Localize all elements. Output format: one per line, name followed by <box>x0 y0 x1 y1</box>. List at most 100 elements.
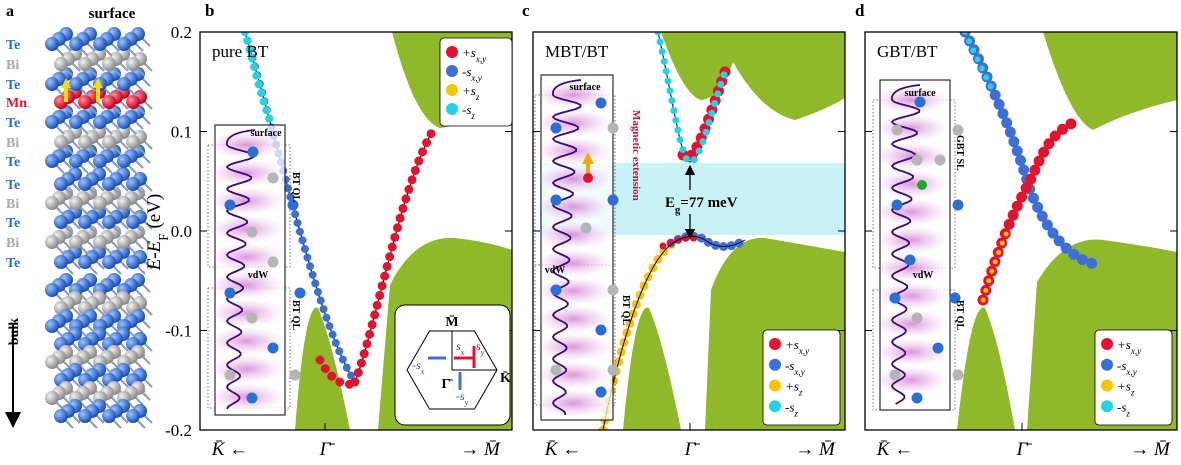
legend-label: +sz <box>1117 379 1135 398</box>
text-part: -s <box>1117 358 1126 373</box>
atom <box>952 199 964 211</box>
atom <box>911 154 923 166</box>
density-blob <box>208 355 285 383</box>
text-part: -s <box>1117 399 1126 414</box>
atom <box>607 364 619 376</box>
atom <box>45 283 59 297</box>
density-blob <box>873 310 950 338</box>
panel-label: d <box>855 1 865 20</box>
atom <box>934 154 946 166</box>
legend-marker <box>446 84 458 96</box>
atom <box>45 235 59 249</box>
layer-label: Te <box>6 178 20 193</box>
atom <box>224 199 236 211</box>
panel-b: surface BT QL vdW BT QL K̄ ← Γ̄ → M̄ b pure BT +s… <box>199 1 513 460</box>
legend-marker <box>1101 379 1113 392</box>
atom <box>45 154 59 168</box>
atom <box>45 319 59 333</box>
density-blob <box>533 221 613 249</box>
density-blob <box>533 137 613 165</box>
atom <box>550 122 562 134</box>
bz-label: M̄ <box>445 315 458 330</box>
gap-label: Eg=77 meV <box>665 195 738 216</box>
atom <box>294 287 306 299</box>
panel-title: MBT/BT <box>545 42 609 61</box>
text-part: x,y <box>798 346 810 356</box>
atom <box>126 95 140 109</box>
text-part: x,y <box>470 73 482 83</box>
legend-marker <box>769 379 781 392</box>
atom <box>550 364 562 376</box>
panel-c: surface vdW BT QL Magnetic extension Eg=77 m… <box>522 1 846 460</box>
atom <box>287 199 299 211</box>
spin-dots <box>350 127 437 387</box>
density-blob <box>208 215 285 243</box>
text-part: z <box>1130 388 1135 398</box>
atom <box>69 154 83 168</box>
spin-arrow <box>96 86 100 102</box>
text-part: x,y <box>1125 367 1137 377</box>
bulk-conduction <box>1043 32 1177 130</box>
density-profile <box>551 79 582 415</box>
density-blob <box>533 305 613 333</box>
atom <box>69 196 83 210</box>
atom <box>102 255 116 269</box>
atom <box>78 95 92 109</box>
atom <box>54 409 68 423</box>
inset-label: vdW <box>545 265 566 276</box>
bulk-valence <box>623 307 681 430</box>
atom <box>54 255 68 269</box>
layer-label: Te <box>6 78 20 93</box>
atom <box>224 287 236 299</box>
density-blob <box>533 333 613 361</box>
atom <box>952 369 964 381</box>
atom <box>267 342 279 354</box>
density-blob <box>873 282 950 310</box>
spin-dots <box>241 32 274 124</box>
text-part: x,y <box>793 367 805 377</box>
panel-d: surface GBT SL vdW BT QL K̄ ← Γ̄ → M̄ d GBT/BT +s… <box>855 1 1178 460</box>
text-part: (eV) <box>144 194 165 234</box>
spin-dots <box>980 229 1010 303</box>
text-part: s <box>456 339 461 353</box>
atom <box>45 77 59 91</box>
atom <box>949 292 961 304</box>
spin-label: -sy <box>456 389 469 407</box>
text-part: x <box>460 348 465 357</box>
atom <box>54 135 68 149</box>
layer-label: Te <box>6 38 20 53</box>
inset-label: vdW <box>913 270 934 281</box>
spin-dots <box>315 355 360 389</box>
atom <box>102 135 116 149</box>
density-blob <box>208 271 285 299</box>
atom <box>78 177 92 191</box>
bottom-label: bulk <box>7 318 22 345</box>
bulk-conduction <box>661 32 845 120</box>
density-blob <box>873 198 950 226</box>
atom <box>595 386 607 398</box>
spin-label: -sx <box>412 358 425 376</box>
layer-label: Te <box>6 155 20 170</box>
density-blob <box>533 193 613 221</box>
density-blob <box>208 383 285 411</box>
atom <box>45 355 59 369</box>
text-part: -s <box>785 358 794 373</box>
atom <box>952 124 964 136</box>
atom <box>117 115 131 129</box>
legend-marker <box>446 103 458 115</box>
legend-label: -sz <box>462 102 475 121</box>
surface-band <box>602 235 746 430</box>
text-part: z <box>798 388 803 398</box>
atom <box>102 215 116 229</box>
moment-arrow <box>586 162 590 180</box>
spin-dots <box>654 32 729 166</box>
atom <box>69 115 83 129</box>
inset-label: BT QL <box>290 172 301 202</box>
spin-arrow <box>61 78 71 88</box>
text-part: +s <box>462 45 476 60</box>
x-tick-label: K̄ ← <box>544 439 581 460</box>
legend-label: +sx,y <box>1117 337 1142 356</box>
legend-marker <box>1101 400 1113 413</box>
y-tick-label: -0.1 <box>165 322 192 341</box>
